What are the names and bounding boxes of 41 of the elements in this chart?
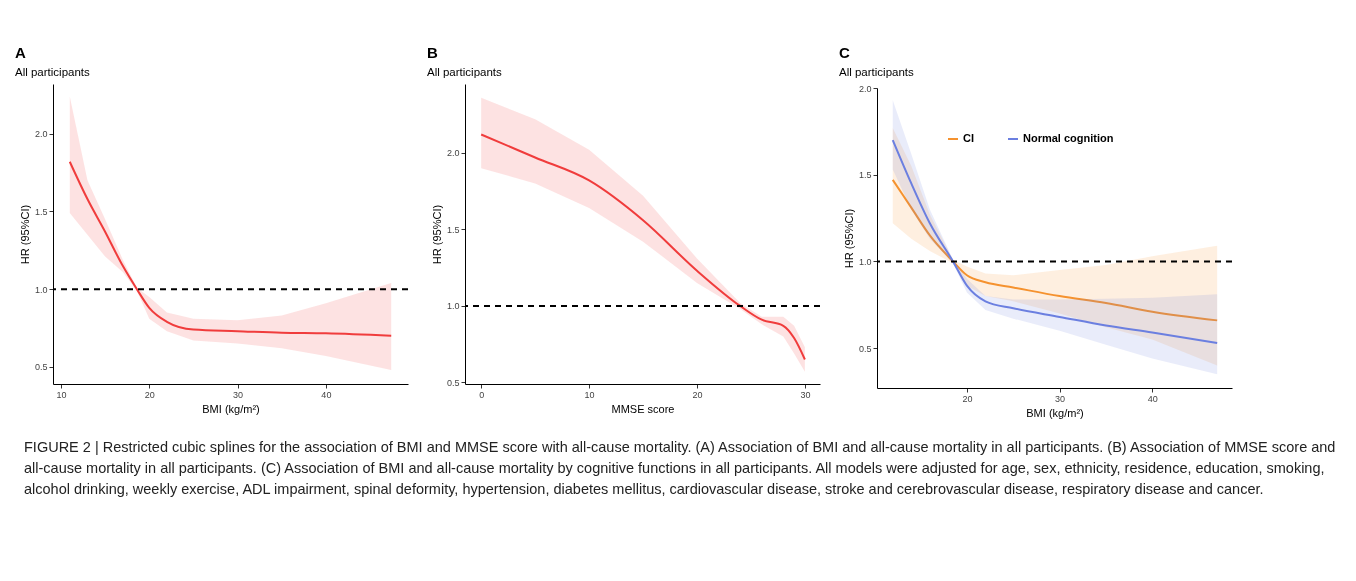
line-series: [68, 160, 393, 337]
y-tick-label: 0.5: [446, 377, 460, 388]
x-tick-label: 10: [584, 389, 595, 400]
chart-title: C: [839, 43, 850, 61]
y-tick-label: 1.5: [446, 224, 460, 235]
x-tick-label: 20: [692, 389, 703, 400]
y-axis-title: HR (95%CI): [430, 204, 443, 265]
x-tick-label: 20: [962, 393, 973, 404]
line-series: [891, 178, 1219, 322]
legend-label: Normal cognition: [1023, 132, 1114, 144]
line-series: [480, 133, 806, 361]
y-axis-title: HR (95%CI): [18, 204, 31, 265]
x-tick-label: 20: [144, 389, 155, 400]
x-tick-label: 30: [1055, 393, 1066, 404]
y-tick-label: 2.0: [34, 129, 48, 140]
x-tick-label: 30: [233, 389, 244, 400]
y-tick-label: 1.5: [858, 170, 872, 181]
chart-subtitle: All participants: [15, 65, 91, 78]
y-tick-label: 0.5: [34, 362, 48, 373]
y-tick-label: 1.0: [34, 284, 48, 295]
y-tick-label: 1.5: [34, 206, 48, 217]
legend-label: CI: [963, 132, 974, 144]
x-tick-label: 40: [321, 389, 332, 400]
x-axis-title: BMI (kg/m²): [1026, 406, 1084, 419]
chart-subtitle: All participants: [839, 65, 915, 78]
x-tick-label: 40: [1147, 393, 1158, 404]
x-tick-label: 10: [56, 389, 67, 400]
y-tick-label: 1.0: [446, 301, 460, 312]
chart-title: A: [15, 43, 26, 61]
x-tick-label: 30: [800, 389, 811, 400]
x-axis-title: MMSE score: [611, 402, 675, 415]
y-tick-label: 1.0: [858, 256, 872, 267]
x-tick-label: 0: [479, 389, 485, 400]
y-tick-label: 2.0: [446, 148, 460, 159]
y-axis-title: HR (95%CI): [842, 208, 855, 269]
y-tick-label: 0.5: [858, 343, 872, 354]
x-axis-title: BMI (kg/m²): [202, 402, 260, 415]
chart-subtitle: All participants: [427, 65, 503, 78]
caption: FIGURE 2 | Restricted cubic splines for the association of BMI and MMSE score with all-cause mortality. (A) Association of BMI and all-cause mortality in all participants. (B) Association of MMSE score and all-cause mortality in all participants. (C) Association of BMI and all-cause mortality by cognitive functions in all participants. All models were adjusted for age, sex, ethnicity, residence, education, smoking, alcohol drinking, weekly exercise, ADL impairment, spinal deformity, hypertension, diabetes mellitus, cardiovascular disease, stroke and cerebrovascular disease, respiratory disease and cancer.: [24, 438, 1336, 499]
chart-title: B: [427, 43, 438, 61]
y-tick-label: 2.0: [858, 83, 872, 94]
